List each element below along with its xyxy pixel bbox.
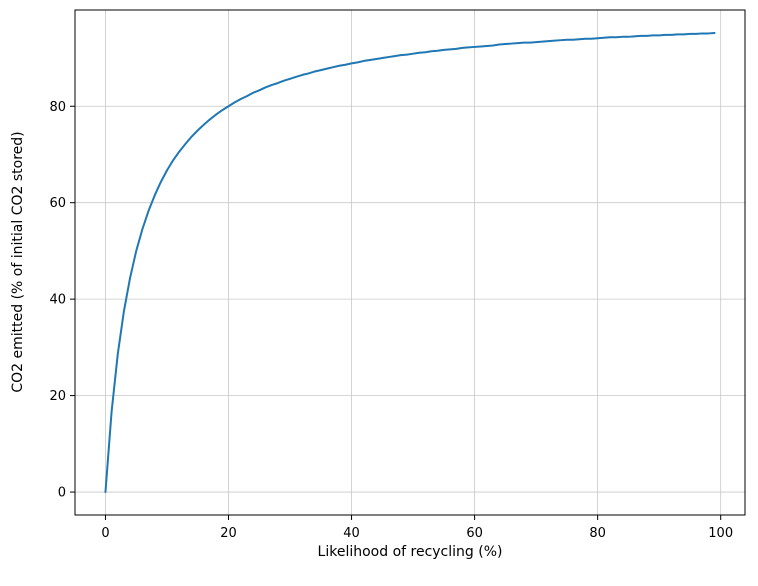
x-tick-label: 20 — [220, 526, 237, 541]
y-axis-label: CO2 emitted (% of initial CO2 stored) — [10, 131, 26, 392]
x-tick-label: 80 — [589, 526, 606, 541]
axes-border — [74, 9, 746, 516]
y-tick-label: 0 — [58, 486, 66, 501]
x-tick-label: 60 — [466, 526, 483, 541]
y-tick-label: 80 — [49, 100, 66, 115]
y-tick-label: 20 — [49, 389, 66, 404]
y-tick-label: 40 — [49, 293, 66, 308]
x-tick-label: 0 — [101, 526, 109, 541]
data-series — [104, 31, 716, 494]
x-tick-label: 40 — [343, 526, 360, 541]
y-tick-label: 60 — [49, 196, 66, 211]
plot-area — [75, 10, 745, 515]
x-tick-label: 100 — [708, 526, 733, 541]
axis-ticks: 0 20 40 60 80 100 0 20 40 60 80 — [49, 100, 733, 541]
x-axis-label: Likelihood of recycling (%) — [318, 544, 503, 560]
line-series-co2-emitted-vs-recycling-likelihood — [104, 31, 716, 494]
grid-lines — [75, 10, 745, 515]
